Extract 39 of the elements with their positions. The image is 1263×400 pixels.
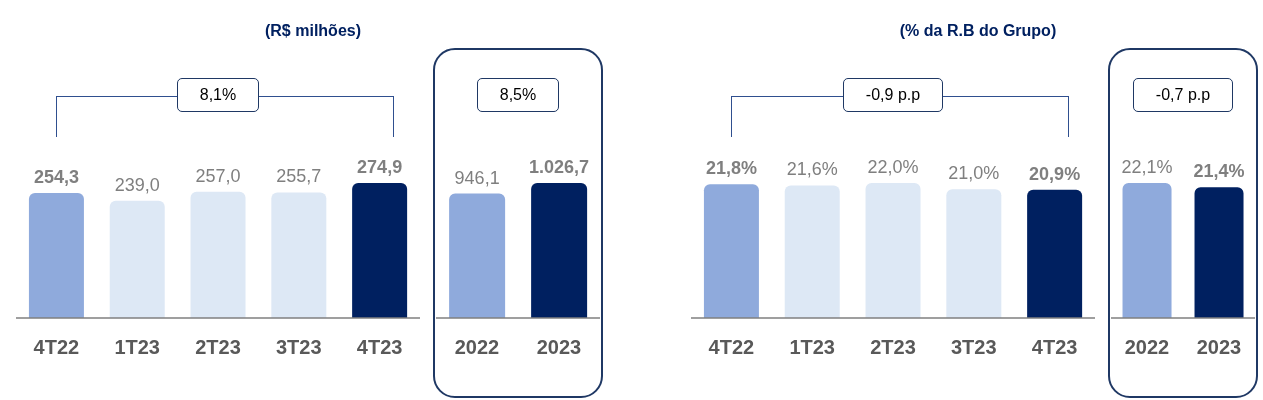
x-tick-label: 1T23 — [114, 336, 160, 359]
bar — [352, 183, 408, 318]
text: 8,1% — [176, 78, 260, 112]
text: 8,5% — [476, 78, 560, 112]
x-tick-label: 4T23 — [356, 336, 403, 359]
data-label: 22,0% — [867, 157, 919, 177]
x-tick-label: 2023 — [536, 336, 582, 359]
data-label: 257,0 — [195, 165, 241, 186]
data-label: 20,9% — [1029, 163, 1081, 184]
data-label: 239,0 — [114, 174, 160, 195]
x-tick-label: 4T22 — [33, 336, 80, 359]
data-label: 255,7 — [276, 166, 322, 187]
x-tick-label: 2022 — [1124, 336, 1170, 359]
data-label: 946,1 — [454, 167, 500, 188]
x-tick-label: 1T23 — [789, 336, 835, 359]
bar — [190, 191, 246, 318]
x-tick-label: 2023 — [1196, 336, 1242, 359]
data-label: 21,6% — [786, 159, 838, 180]
text: -0,9 p.p — [842, 78, 944, 112]
chart-title: (R$ milhões) — [264, 22, 362, 40]
bar — [28, 193, 84, 318]
x-tick-label: 3T23 — [951, 336, 997, 359]
x-tick-label: 3T23 — [276, 336, 322, 359]
x-tick-label: 4T22 — [708, 336, 755, 359]
x-tick-label: 2T23 — [870, 336, 916, 359]
data-label: 1.026,7 — [529, 157, 590, 177]
text: -0,7 p.p — [1132, 78, 1234, 112]
data-label: 21,0% — [948, 163, 1000, 184]
x-tick-label: 2T23 — [195, 336, 241, 359]
data-label: 21,8% — [705, 158, 757, 179]
data-label: 274,9 — [357, 157, 403, 177]
bar — [271, 192, 327, 318]
x-tick-label: 4T23 — [1031, 336, 1078, 359]
x-tick-label: 2022 — [454, 336, 500, 359]
bar — [109, 200, 165, 318]
data-label: 21,4% — [1193, 161, 1245, 182]
data-label: 22,1% — [1121, 157, 1173, 177]
data-label: 254,3 — [33, 167, 79, 188]
chart-title: (% da R.B do Grupo) — [898, 22, 1058, 40]
